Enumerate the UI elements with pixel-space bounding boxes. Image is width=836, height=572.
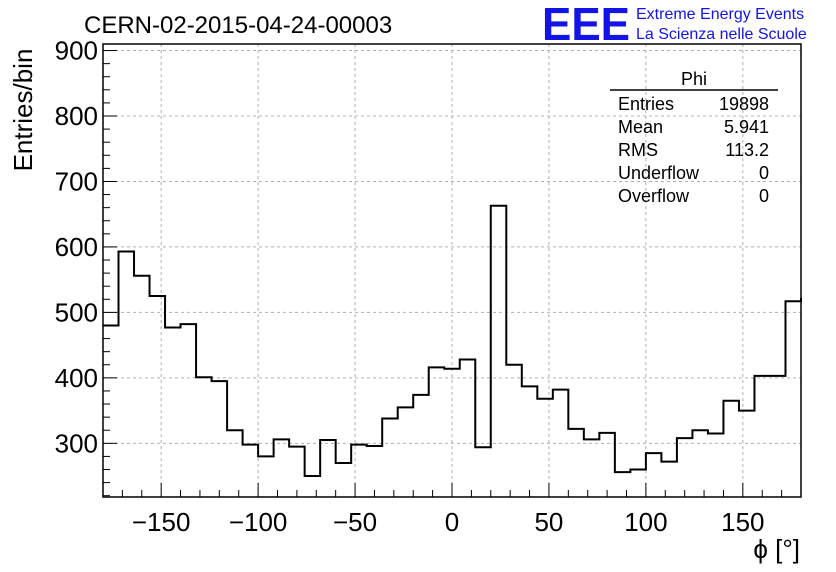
- stats-label: Entries: [618, 94, 674, 114]
- stats-value: 5.941: [724, 117, 769, 137]
- y-tick-label: 600: [55, 232, 98, 262]
- y-tick-label: 900: [55, 36, 98, 66]
- x-tick-label: −50: [333, 507, 377, 537]
- x-tick-labels: −150 −100 −50 0 50 100 150: [132, 507, 765, 537]
- org-name-line2: La Scienza nelle Scuole: [636, 26, 807, 43]
- x-tick-label: 150: [721, 507, 764, 537]
- y-tick-label: 500: [55, 297, 98, 327]
- org-name-line1: Extreme Energy Events: [636, 6, 804, 23]
- stats-value: 19898: [719, 94, 769, 114]
- x-tick-label: 50: [534, 507, 563, 537]
- run-title: CERN-02-2015-04-24-00003: [84, 12, 392, 39]
- stats-value: 0: [759, 186, 769, 206]
- x-tick-label: −100: [229, 507, 288, 537]
- stats-title: Phi: [681, 69, 707, 89]
- stats-label: Underflow: [618, 163, 700, 183]
- y-tick-label: 300: [55, 428, 98, 458]
- y-tick-labels: 300 400 500 600 700 800 900: [55, 36, 98, 459]
- x-tick-label: 0: [445, 507, 459, 537]
- stats-box: Phi Entries 19898 Mean 5.941 RMS 113.2 Underfl…: [610, 69, 778, 206]
- stats-label: Overflow: [618, 186, 690, 206]
- stats-label: Mean: [618, 117, 663, 137]
- plot-frame: [102, 43, 802, 498]
- x-axis-ticks: [102, 483, 802, 497]
- y-axis-label: Entries/bin: [8, 49, 38, 172]
- stats-value: 0: [759, 163, 769, 183]
- stats-value: 113.2: [725, 140, 769, 160]
- x-axis-label: ϕ [°]: [753, 534, 800, 564]
- y-tick-label: 800: [55, 101, 98, 131]
- grid-lines: [103, 44, 801, 497]
- eee-logo-icon: EEE: [542, 0, 630, 50]
- x-tick-label: 100: [624, 507, 667, 537]
- x-tick-label: −150: [132, 507, 191, 537]
- y-tick-label: 700: [55, 166, 98, 196]
- y-axis-ticks: [103, 50, 117, 497]
- histogram-step-line: [103, 204, 802, 478]
- stats-label: RMS: [618, 140, 658, 160]
- y-tick-label: 400: [55, 363, 98, 393]
